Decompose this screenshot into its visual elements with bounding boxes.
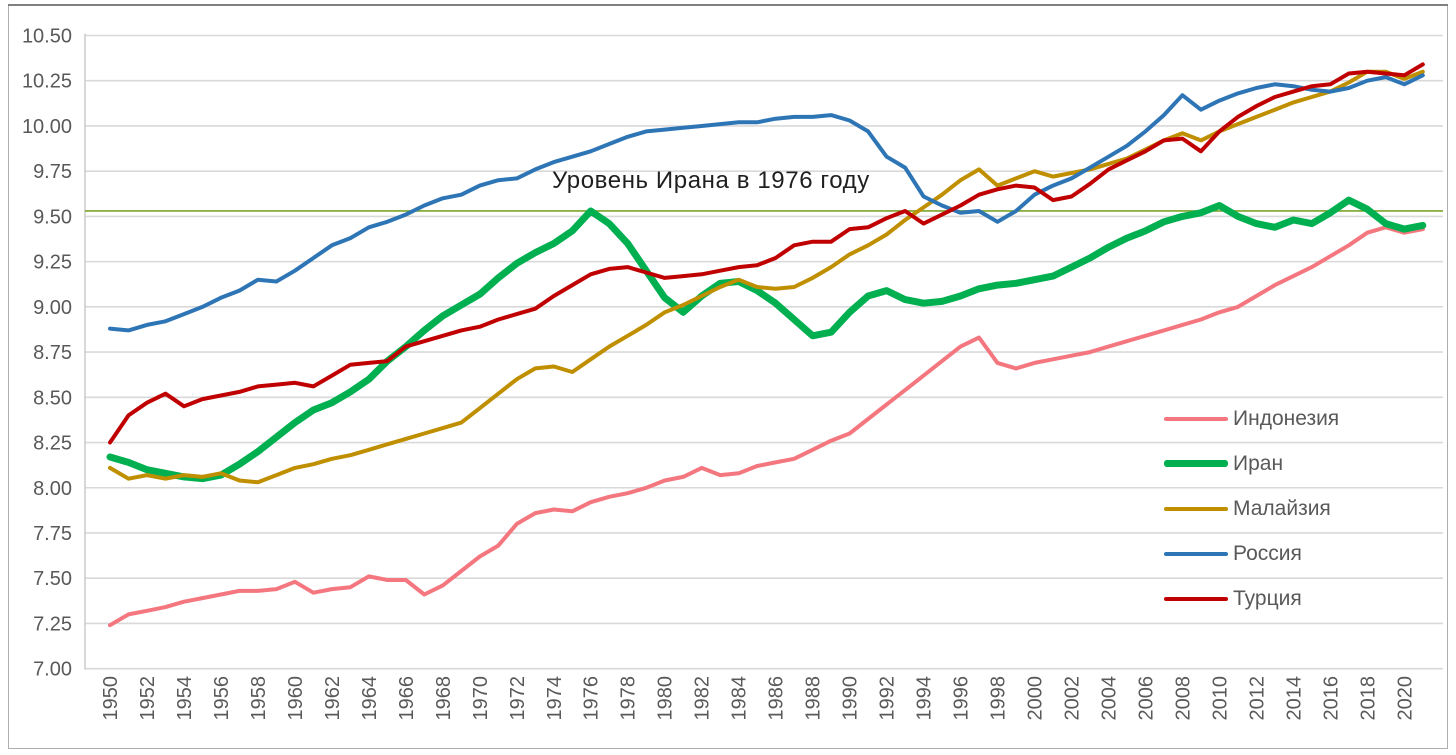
x-tick-label: 2018 (1357, 676, 1379, 721)
series-line-russia (108, 73, 1425, 333)
x-tick-label: 2016 (1320, 676, 1342, 721)
y-tick-label: 9.75 (33, 161, 72, 183)
x-tick-label: 1990 (840, 676, 862, 721)
legend-swatch-russia (1164, 551, 1228, 556)
y-tick-label: 8.75 (33, 342, 72, 364)
x-tick-label: 1970 (470, 676, 492, 721)
legend-swatch-malaysia (1164, 506, 1228, 511)
x-tick-label: 1976 (581, 676, 603, 721)
x-tick-label: 1956 (211, 676, 233, 721)
x-tick-label: 1994 (914, 676, 936, 721)
x-tick-label: 2004 (1098, 676, 1120, 721)
y-tick-label: 8.00 (33, 478, 72, 500)
legend-swatch-turkey (1164, 596, 1228, 601)
x-tick-label: 1950 (100, 676, 122, 721)
y-tick-label: 8.50 (33, 387, 72, 409)
x-tick-label: 2002 (1061, 676, 1083, 721)
legend-label-malaysia: Малайзия (1233, 496, 1331, 520)
y-tick-label: 7.75 (33, 523, 72, 545)
series-line-iran (106, 196, 1427, 483)
x-tick-label: 2000 (1025, 676, 1047, 721)
x-tick-label: 1966 (396, 676, 418, 721)
y-tick-label: 10.50 (22, 26, 72, 48)
reference-line-annotation: Уровень Ирана в 1976 году (552, 167, 870, 194)
x-tick-label: 2008 (1172, 676, 1194, 721)
legend-item-iran: Иран (1164, 441, 1339, 486)
y-tick-label: 7.00 (33, 659, 72, 681)
chart-border-top (8, 4, 1448, 6)
x-tick-label: 1980 (655, 676, 677, 721)
legend-item-indonesia: Индонезия (1164, 396, 1339, 441)
x-tick-label: 1964 (359, 676, 381, 721)
y-tick-label: 7.25 (33, 613, 72, 635)
x-tick-label: 1996 (951, 676, 973, 721)
x-tick-label: 1974 (544, 676, 566, 721)
y-tick-label: 7.50 (33, 568, 72, 590)
series-line-turkey (108, 62, 1425, 445)
legend-swatch-iran (1164, 460, 1228, 467)
x-tick-label: 2020 (1394, 676, 1416, 721)
legend-swatch-indonesia (1164, 416, 1228, 421)
x-tick-label: 1998 (988, 676, 1010, 721)
x-tick-label: 2006 (1135, 676, 1157, 721)
x-tick-label: 2010 (1209, 676, 1231, 721)
legend-label-russia: Россия (1233, 541, 1302, 565)
x-tick-label: 1984 (729, 676, 751, 721)
legend-label-indonesia: Индонезия (1233, 406, 1340, 430)
x-tick-label: 1972 (507, 676, 529, 721)
y-tick-label: 9.50 (33, 206, 72, 228)
x-tick-label: 1992 (877, 676, 899, 721)
chart-legend: Индонезия Иран Малайзия Россия Турция (1164, 396, 1339, 621)
legend-label-turkey: Турция (1233, 586, 1302, 610)
x-tick-label: 1988 (803, 676, 825, 721)
y-tick-label: 8.25 (33, 433, 72, 455)
series-line-malaysia (108, 69, 1425, 485)
y-tick-label: 9.00 (33, 297, 72, 319)
x-tick-label: 1982 (692, 676, 714, 721)
x-tick-label: 1958 (248, 676, 270, 721)
legend-label-iran: Иран (1233, 451, 1284, 475)
x-tick-label: 1978 (618, 676, 640, 721)
x-tick-label: 1968 (433, 676, 455, 721)
x-tick-label: 2014 (1283, 676, 1305, 721)
x-tick-label: 1954 (174, 676, 196, 721)
x-tick-label: 2012 (1246, 676, 1268, 721)
x-tick-label: 1952 (137, 676, 159, 721)
y-tick-label: 10.25 (22, 71, 72, 93)
series-line-indonesia (108, 225, 1425, 628)
x-tick-label: 1962 (322, 676, 344, 721)
x-tick-label: 1986 (766, 676, 788, 721)
x-tick-label: 1960 (285, 676, 307, 721)
y-tick-label: 9.25 (33, 252, 72, 274)
y-tick-label: 10.00 (22, 116, 72, 138)
legend-item-malaysia: Малайзия (1164, 486, 1339, 531)
legend-item-russia: Россия (1164, 531, 1339, 576)
legend-item-turkey: Турция (1164, 576, 1339, 621)
